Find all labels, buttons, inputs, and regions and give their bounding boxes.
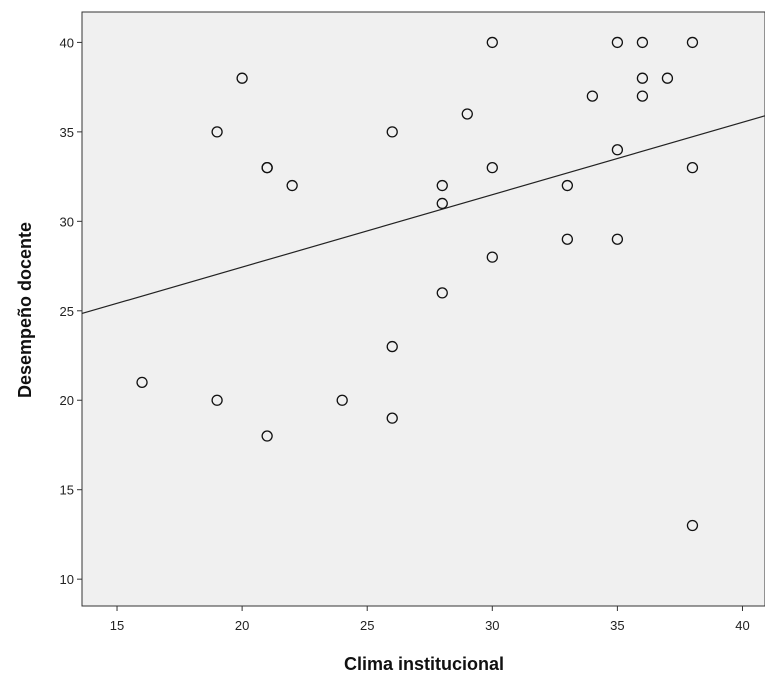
data-point (486, 162, 498, 174)
regression-line (81, 115, 765, 315)
y-tick-label: 30 (60, 214, 74, 229)
y-tick-label: 10 (60, 572, 74, 587)
data-point (686, 36, 699, 49)
data-point (561, 233, 574, 245)
data-point (586, 90, 599, 102)
data-point (686, 519, 699, 532)
data-point (486, 36, 498, 49)
x-tick-label: 15 (110, 618, 124, 633)
data-point (386, 126, 398, 138)
y-tick-label: 25 (60, 304, 74, 319)
x-tick-label: 20 (235, 618, 249, 633)
data-point (286, 179, 298, 192)
data-point (261, 430, 273, 442)
data-point (636, 72, 649, 84)
data-point (386, 412, 398, 424)
y-tick-label: 20 (60, 393, 74, 408)
data-point (211, 394, 223, 406)
data-point (386, 340, 398, 353)
data-point (611, 233, 624, 245)
data-point (611, 144, 624, 156)
y-tick-label: 40 (60, 35, 74, 50)
y-axis-title: Desempeño docente (15, 222, 35, 398)
data-point (461, 108, 473, 120)
x-tick-label: 40 (735, 618, 749, 633)
data-point (636, 36, 649, 49)
axis-ticks: 15 20 25 30 35 40 10 15 20 25 30 35 40 (60, 35, 750, 633)
y-tick-label: 15 (60, 483, 74, 498)
data-point (336, 394, 348, 406)
x-tick-label: 25 (360, 618, 374, 633)
data-points (136, 36, 699, 532)
data-point (436, 197, 448, 210)
data-point (236, 72, 248, 84)
data-point (661, 72, 674, 84)
x-tick-label: 30 (485, 618, 499, 633)
regression-line-group (81, 115, 765, 315)
data-point (686, 162, 699, 174)
data-point (436, 179, 448, 192)
x-tick-label: 35 (610, 618, 624, 633)
y-tick-label: 35 (60, 125, 74, 140)
data-point (636, 90, 649, 102)
plot-area (81, 11, 765, 607)
x-axis-title: Clima institucional (344, 654, 504, 674)
data-point (211, 126, 223, 138)
data-point (136, 376, 148, 389)
data-point (261, 162, 273, 174)
data-point (611, 36, 624, 49)
data-point (486, 251, 498, 263)
data-point (436, 287, 448, 299)
data-point (561, 179, 574, 192)
